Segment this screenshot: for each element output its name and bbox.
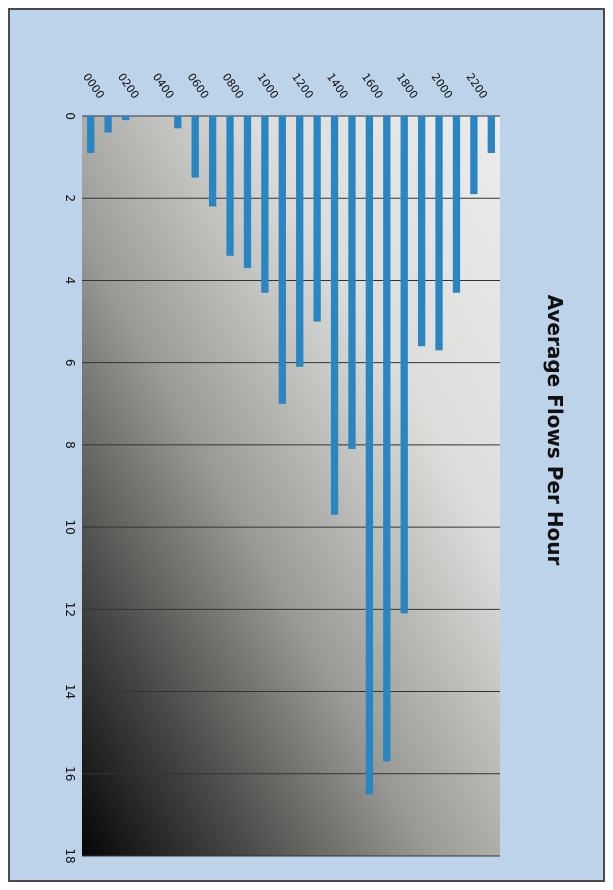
category-tick-label: 1400 <box>324 71 351 101</box>
value-axis-ticks: 0 2 4 6 8 10 12 14 16 18 <box>63 112 77 863</box>
bar-2000 <box>435 116 443 351</box>
bar-1600 <box>365 116 374 795</box>
bar-1900 <box>417 116 426 347</box>
value-tick-label: 18 <box>63 848 77 863</box>
category-tick-label: 2000 <box>429 71 456 101</box>
category-tick-label: 0800 <box>220 71 247 101</box>
value-tick-label: 6 <box>63 359 77 367</box>
bar-2300 <box>487 116 495 153</box>
bar-0900 <box>243 116 252 269</box>
category-axis-ticks: 0000 0200 0400 0600 0800 1000 1200 1400 1600 1800… <box>80 71 490 101</box>
value-tick-label: 0 <box>63 112 77 120</box>
value-tick-label: 8 <box>63 441 77 449</box>
bar-2100 <box>452 116 461 293</box>
category-tick-label: 0600 <box>185 71 212 101</box>
category-tick-label: 1800 <box>394 71 421 101</box>
bar-0500 <box>174 116 182 129</box>
chart-canvas: 0 2 4 6 8 10 12 14 16 18 0000 0200 0400 0600 0800 1000… <box>63 71 567 864</box>
bar-1100 <box>278 116 286 404</box>
value-tick-label: 2 <box>63 194 77 202</box>
bar-1800 <box>400 116 408 614</box>
bar-1000 <box>261 116 269 293</box>
gridlines <box>82 115 500 857</box>
value-tick-label: 4 <box>63 277 77 285</box>
bars <box>87 116 495 795</box>
value-tick-label: 12 <box>63 602 77 617</box>
bar-0700 <box>208 116 217 207</box>
category-tick-label: 1000 <box>254 71 281 101</box>
chart-figure: 0 2 4 6 8 10 12 14 16 18 0000 0200 0400 0600 0800 1000… <box>8 8 605 882</box>
bar-1200 <box>296 116 304 367</box>
bar-0200 <box>121 116 130 121</box>
category-tick-label: 1200 <box>289 71 316 101</box>
bar-1400 <box>330 116 339 515</box>
bar-0000 <box>87 116 95 153</box>
bar-1300 <box>313 116 321 322</box>
bar-0600 <box>191 116 199 178</box>
category-tick-label: 2200 <box>463 71 490 101</box>
bar-1500 <box>348 116 356 449</box>
value-tick-label: 16 <box>63 766 77 781</box>
bar-0800 <box>226 116 234 256</box>
chart-title: Average Flows Per Hour <box>543 295 567 566</box>
category-tick-label: 0200 <box>115 71 142 101</box>
bar-1700 <box>383 116 391 762</box>
value-tick-label: 14 <box>63 684 77 699</box>
plot-area <box>82 116 500 856</box>
bar-0100 <box>104 116 112 133</box>
category-tick-label: 1600 <box>359 71 386 101</box>
category-tick-label: 0000 <box>80 71 107 101</box>
bar-2200 <box>470 116 478 195</box>
value-tick-label: 10 <box>63 519 77 534</box>
category-tick-label: 0400 <box>150 71 177 101</box>
